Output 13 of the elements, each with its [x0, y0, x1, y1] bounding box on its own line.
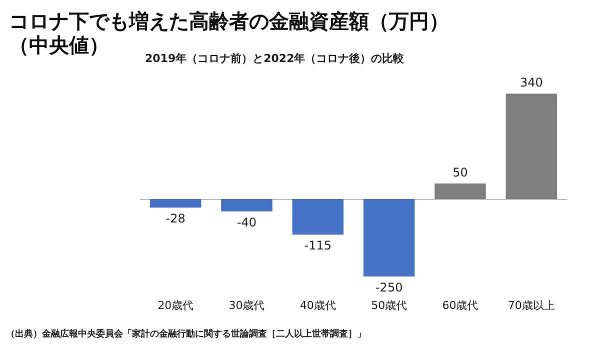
data-label: -28 — [166, 212, 186, 226]
data-label: 50 — [452, 166, 468, 180]
x-tick-label: 70歳以上 — [508, 299, 555, 312]
data-label: -250 — [375, 280, 403, 294]
x-tick-label: 20歳代 — [158, 299, 194, 312]
x-tick-label: 40歳代 — [300, 299, 336, 312]
data-label: 340 — [520, 76, 543, 90]
x-tick-label: 60歳代 — [442, 299, 478, 312]
text: （出典）金融広報中央委員会「家計の金融行動に関する世論調査［二人以上世帯調査］」 — [6, 328, 366, 340]
x-tick-label: 30歳代 — [228, 299, 265, 312]
x-tick-label: 50歳代 — [371, 299, 408, 312]
data-label: -40 — [236, 215, 257, 230]
data-label: -115 — [304, 238, 332, 253]
